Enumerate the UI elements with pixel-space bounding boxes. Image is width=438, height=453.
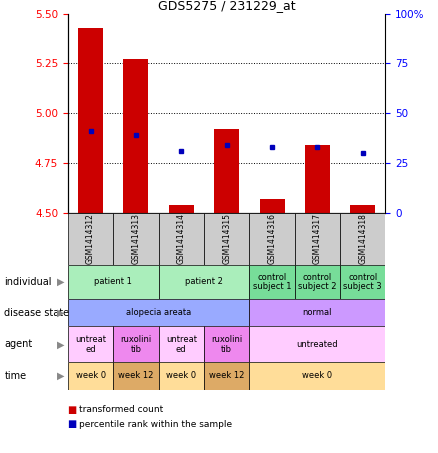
Text: ▶: ▶ bbox=[57, 308, 65, 318]
Bar bbox=[68, 213, 113, 265]
Text: GSM1414314: GSM1414314 bbox=[177, 213, 186, 265]
Bar bbox=[340, 213, 385, 265]
Text: week 12: week 12 bbox=[209, 371, 244, 381]
Text: individual: individual bbox=[4, 277, 52, 287]
Text: week 12: week 12 bbox=[118, 371, 154, 381]
Text: time: time bbox=[4, 371, 27, 381]
Text: ▶: ▶ bbox=[57, 371, 65, 381]
Bar bbox=[204, 326, 249, 362]
Bar bbox=[113, 213, 159, 265]
Bar bbox=[249, 299, 385, 326]
Text: untreat
ed: untreat ed bbox=[166, 335, 197, 354]
Text: GSM1414317: GSM1414317 bbox=[313, 213, 322, 265]
Text: week 0: week 0 bbox=[302, 371, 332, 381]
Text: ■: ■ bbox=[68, 405, 80, 415]
Text: patient 2: patient 2 bbox=[185, 278, 223, 286]
Text: untreat
ed: untreat ed bbox=[75, 335, 106, 354]
Bar bbox=[249, 265, 295, 299]
Bar bbox=[214, 129, 239, 213]
Bar bbox=[68, 326, 113, 362]
Bar bbox=[159, 213, 204, 265]
Text: agent: agent bbox=[4, 339, 32, 349]
Text: untreated: untreated bbox=[297, 340, 338, 349]
Text: percentile rank within the sample: percentile rank within the sample bbox=[79, 420, 232, 429]
Text: transformed count: transformed count bbox=[79, 405, 163, 414]
Text: ■: ■ bbox=[68, 419, 80, 429]
Text: GSM1414316: GSM1414316 bbox=[268, 213, 276, 265]
Bar bbox=[340, 265, 385, 299]
Text: normal: normal bbox=[303, 308, 332, 317]
Bar bbox=[68, 362, 113, 390]
Text: control
subject 2: control subject 2 bbox=[298, 273, 337, 291]
Bar bbox=[159, 265, 249, 299]
Text: week 0: week 0 bbox=[166, 371, 196, 381]
Text: alopecia areata: alopecia areata bbox=[126, 308, 191, 317]
Bar bbox=[249, 362, 385, 390]
Bar bbox=[204, 213, 249, 265]
Text: ▶: ▶ bbox=[57, 277, 65, 287]
Bar bbox=[249, 326, 385, 362]
Text: disease state: disease state bbox=[4, 308, 70, 318]
Text: control
subject 3: control subject 3 bbox=[343, 273, 382, 291]
Bar bbox=[260, 199, 285, 213]
Text: ruxolini
tib: ruxolini tib bbox=[211, 335, 242, 354]
Bar bbox=[68, 265, 159, 299]
Bar bbox=[295, 213, 340, 265]
Bar bbox=[249, 213, 295, 265]
Title: GDS5275 / 231229_at: GDS5275 / 231229_at bbox=[158, 0, 296, 12]
Bar bbox=[78, 28, 103, 213]
Bar bbox=[204, 362, 249, 390]
Text: ruxolini
tib: ruxolini tib bbox=[120, 335, 152, 354]
Bar bbox=[124, 59, 148, 213]
Bar bbox=[350, 205, 375, 213]
Text: control
subject 1: control subject 1 bbox=[253, 273, 291, 291]
Text: ▶: ▶ bbox=[57, 339, 65, 349]
Bar bbox=[113, 362, 159, 390]
Bar bbox=[169, 205, 194, 213]
Bar bbox=[159, 326, 204, 362]
Text: GSM1414318: GSM1414318 bbox=[358, 213, 367, 265]
Text: GSM1414313: GSM1414313 bbox=[131, 213, 141, 265]
Text: patient 1: patient 1 bbox=[94, 278, 132, 286]
Text: week 0: week 0 bbox=[75, 371, 106, 381]
Text: GSM1414312: GSM1414312 bbox=[86, 213, 95, 265]
Text: GSM1414315: GSM1414315 bbox=[222, 213, 231, 265]
Bar bbox=[305, 145, 330, 213]
Bar bbox=[68, 299, 249, 326]
Bar bbox=[159, 362, 204, 390]
Bar bbox=[295, 265, 340, 299]
Bar bbox=[113, 326, 159, 362]
